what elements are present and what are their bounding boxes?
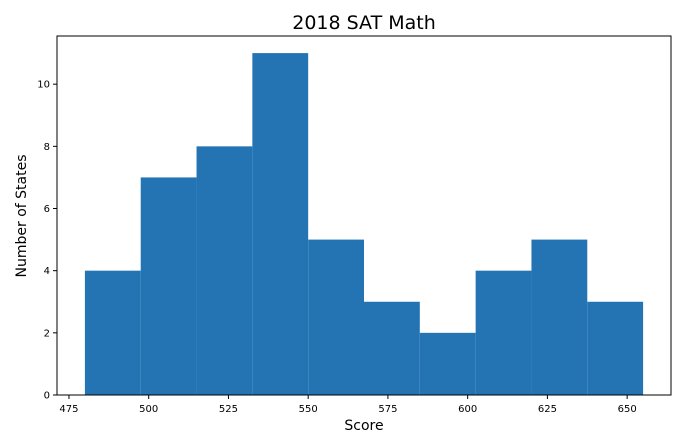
y-tick-label: 2 [44,328,50,339]
x-tick-label: 650 [618,404,637,415]
x-tick-label: 575 [378,404,397,415]
x-tick-label: 525 [219,404,238,415]
x-axis-label: Score [344,418,383,434]
y-axis-label: Number of States [14,155,30,278]
x-axis-ticks: 475 500 525 550 575 600 625 650 [59,395,637,415]
y-axis-ticks: 0 2 4 6 8 10 [37,80,57,402]
x-tick-label: 625 [538,404,557,415]
plot-frame [56,35,672,396]
histogram-bar [140,177,197,395]
histogram-bar [531,239,588,395]
histogram-bar [475,270,532,395]
histogram-bar [587,301,644,395]
histogram-bar [308,239,364,395]
x-tick-label: 475 [59,404,78,415]
chart-title: 2018 SAT Math [292,12,436,34]
y-tick-label: 4 [44,266,50,277]
y-tick-label: 0 [44,391,50,402]
x-tick-label: 500 [139,404,158,415]
x-tick-label: 550 [299,404,318,415]
x-tick-label: 600 [458,404,477,415]
y-tick-label: 6 [44,204,50,215]
histogram-bar [364,301,420,395]
y-tick-label: 8 [44,142,50,153]
histogram-bar [196,146,253,395]
histogram-bar [419,332,476,395]
y-tick-label: 10 [37,80,50,91]
histogram-bar [252,53,309,395]
bars-layer [84,53,644,395]
histogram-bar [84,270,141,395]
